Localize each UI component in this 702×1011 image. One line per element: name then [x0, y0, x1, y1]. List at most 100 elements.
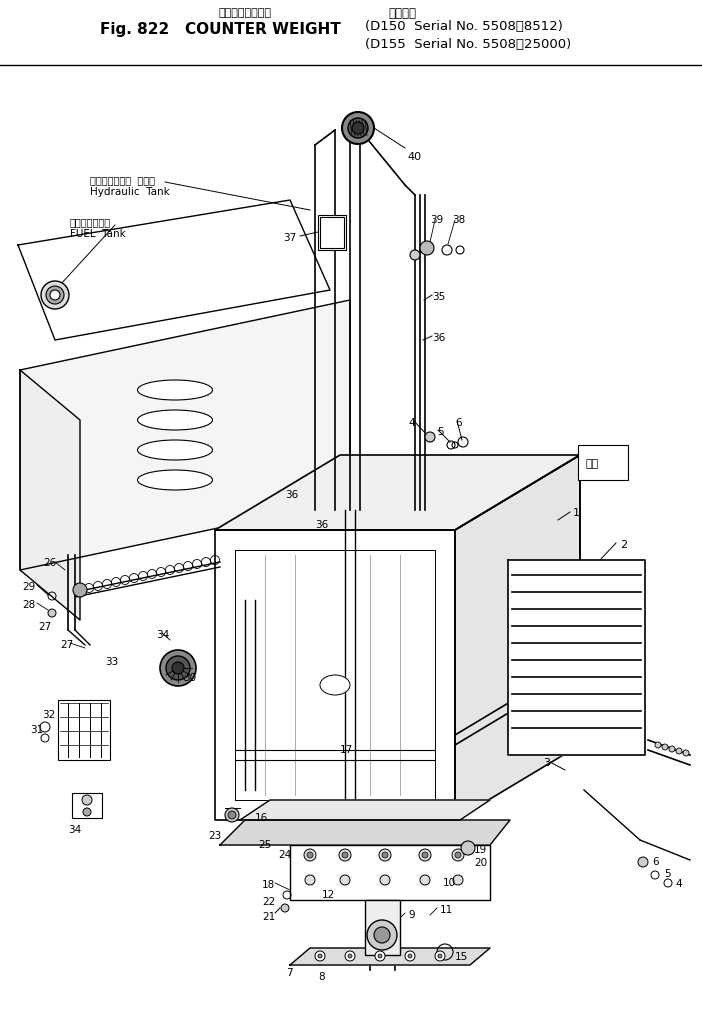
Polygon shape: [215, 530, 455, 820]
Polygon shape: [18, 200, 330, 340]
Text: 26: 26: [43, 558, 56, 568]
Circle shape: [683, 750, 689, 756]
Polygon shape: [20, 300, 350, 570]
Text: 4: 4: [675, 879, 682, 889]
Circle shape: [339, 849, 351, 861]
Circle shape: [342, 852, 348, 858]
Text: 30: 30: [183, 673, 196, 683]
Text: フェエルタンク: フェエルタンク: [70, 217, 111, 227]
Circle shape: [48, 609, 56, 617]
Ellipse shape: [138, 470, 213, 490]
Polygon shape: [508, 560, 645, 755]
Bar: [578, 445, 628, 480]
Text: ハイドロリック  タンク: ハイドロリック タンク: [90, 175, 155, 185]
Text: 3: 3: [543, 758, 550, 768]
Text: 24: 24: [278, 850, 291, 860]
Circle shape: [420, 875, 430, 885]
Text: 34: 34: [68, 825, 81, 835]
Circle shape: [340, 875, 350, 885]
Text: 38: 38: [452, 215, 465, 225]
Polygon shape: [20, 370, 80, 620]
Text: カウンタウエイト: カウンタウエイト: [218, 8, 272, 18]
Circle shape: [455, 852, 461, 858]
Circle shape: [315, 951, 325, 961]
Circle shape: [408, 954, 412, 958]
Circle shape: [452, 849, 464, 861]
Text: 35: 35: [432, 292, 445, 302]
Polygon shape: [240, 800, 490, 820]
Text: 15: 15: [455, 952, 468, 962]
Polygon shape: [220, 820, 510, 845]
Circle shape: [166, 656, 190, 680]
Circle shape: [304, 849, 316, 861]
Circle shape: [676, 748, 682, 754]
Circle shape: [405, 951, 415, 961]
Circle shape: [420, 241, 434, 255]
Circle shape: [345, 951, 355, 961]
Text: 36: 36: [285, 490, 298, 500]
Text: 32: 32: [42, 710, 55, 720]
Text: (D155  Serial No. 5508～25000): (D155 Serial No. 5508～25000): [365, 38, 571, 51]
Circle shape: [662, 744, 668, 750]
Text: 9: 9: [408, 910, 415, 920]
Circle shape: [425, 432, 435, 442]
Ellipse shape: [138, 440, 213, 460]
Circle shape: [461, 841, 475, 855]
Circle shape: [382, 852, 388, 858]
Text: 22: 22: [262, 897, 275, 907]
Polygon shape: [215, 455, 580, 530]
Text: 前方: 前方: [585, 459, 598, 469]
Text: 36: 36: [432, 333, 445, 343]
Circle shape: [380, 875, 390, 885]
Circle shape: [375, 951, 385, 961]
Circle shape: [348, 118, 368, 137]
Bar: [58, 700, 110, 760]
Text: 31: 31: [30, 725, 44, 735]
Text: 2: 2: [620, 540, 627, 550]
Text: 23: 23: [208, 831, 221, 841]
Circle shape: [374, 927, 390, 943]
Circle shape: [228, 811, 236, 819]
Circle shape: [367, 920, 397, 950]
Circle shape: [83, 808, 91, 816]
Circle shape: [435, 951, 445, 961]
Text: 27: 27: [60, 640, 73, 650]
Circle shape: [172, 662, 184, 674]
Text: 1: 1: [573, 508, 580, 518]
Bar: [318, 215, 346, 250]
Text: 40: 40: [407, 152, 421, 162]
Text: 適用号機: 適用号機: [388, 7, 416, 20]
Ellipse shape: [320, 675, 350, 695]
Ellipse shape: [138, 410, 213, 430]
Circle shape: [438, 954, 442, 958]
Circle shape: [379, 849, 391, 861]
Polygon shape: [290, 948, 490, 966]
Text: 11: 11: [440, 905, 453, 915]
Circle shape: [225, 808, 239, 822]
Text: 4: 4: [408, 418, 415, 428]
Circle shape: [655, 742, 661, 748]
Text: 36: 36: [315, 520, 329, 530]
Text: 17: 17: [340, 745, 353, 755]
Circle shape: [41, 281, 69, 309]
Circle shape: [422, 852, 428, 858]
Bar: [320, 217, 344, 248]
Text: 27: 27: [38, 622, 51, 632]
Text: 34: 34: [156, 630, 169, 640]
Text: 16: 16: [255, 813, 268, 823]
Circle shape: [669, 746, 675, 752]
Circle shape: [453, 875, 463, 885]
Circle shape: [352, 122, 364, 134]
Circle shape: [46, 286, 64, 304]
Text: 25: 25: [258, 840, 271, 850]
Text: 12: 12: [322, 890, 336, 900]
Circle shape: [82, 795, 92, 805]
Circle shape: [305, 875, 315, 885]
Circle shape: [419, 849, 431, 861]
Text: FUEL  Tank: FUEL Tank: [70, 229, 126, 239]
Polygon shape: [455, 455, 580, 820]
Text: 6: 6: [455, 418, 462, 428]
Bar: [365, 900, 400, 955]
Text: 8: 8: [318, 972, 324, 982]
Text: 28: 28: [22, 600, 35, 610]
